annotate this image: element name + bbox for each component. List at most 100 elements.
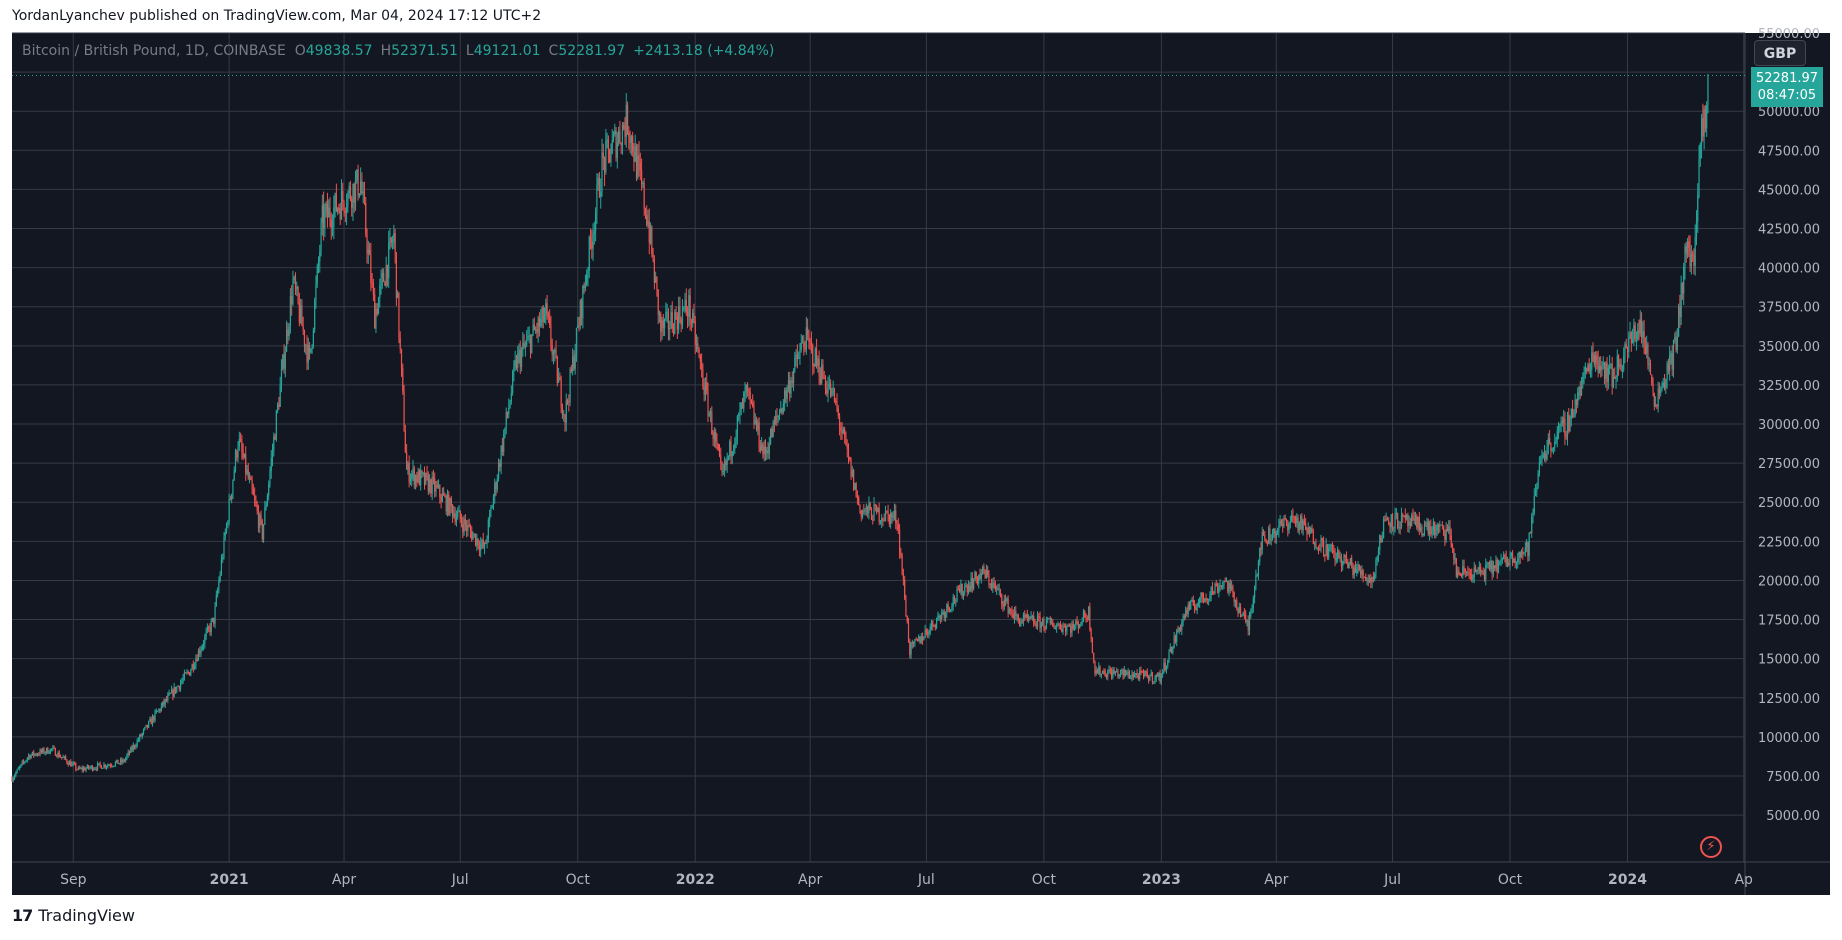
candle-body bbox=[1340, 556, 1343, 567]
candle-body bbox=[1294, 517, 1297, 524]
candle-body bbox=[44, 752, 46, 754]
candle-body bbox=[1150, 672, 1152, 677]
candle-body bbox=[578, 325, 580, 327]
candle-body bbox=[1685, 246, 1687, 254]
candle-body bbox=[406, 452, 408, 470]
candle-body bbox=[380, 277, 382, 286]
candle-body bbox=[1274, 528, 1276, 538]
candle-body bbox=[799, 349, 801, 359]
candle-body bbox=[229, 498, 231, 500]
candle-body bbox=[985, 570, 988, 578]
candle-body bbox=[804, 347, 806, 350]
candle-body bbox=[450, 498, 452, 506]
lightning-icon[interactable]: ⚡ bbox=[1700, 836, 1722, 858]
candle-body bbox=[1195, 607, 1197, 611]
candle-body bbox=[969, 585, 971, 591]
candle-body bbox=[199, 650, 201, 654]
candle-body bbox=[73, 763, 76, 765]
candle-body bbox=[683, 308, 685, 310]
candle-body bbox=[227, 522, 229, 524]
candle-body bbox=[169, 693, 171, 695]
candle-body bbox=[1315, 543, 1317, 549]
candle-body bbox=[202, 644, 205, 647]
currency-button[interactable]: GBP bbox=[1754, 40, 1806, 66]
candle-body bbox=[1234, 600, 1237, 603]
candle-body bbox=[1395, 513, 1397, 515]
chart-frame[interactable] bbox=[12, 33, 1830, 895]
candle-body bbox=[611, 139, 613, 154]
candle-body bbox=[735, 435, 737, 443]
candle-body bbox=[610, 153, 612, 163]
candle-body bbox=[466, 525, 468, 531]
candle-body bbox=[1237, 607, 1239, 614]
candle-body bbox=[1391, 514, 1394, 529]
candle-body bbox=[753, 406, 755, 424]
candle-body bbox=[842, 429, 844, 434]
candle-body bbox=[1389, 523, 1391, 528]
candle-body bbox=[1265, 538, 1267, 543]
candle-body bbox=[1571, 408, 1574, 418]
candle-body bbox=[1142, 672, 1145, 676]
candle-body bbox=[934, 625, 936, 628]
candle-body bbox=[1320, 538, 1322, 550]
candle-body bbox=[699, 355, 701, 362]
candle-body bbox=[1107, 672, 1109, 677]
candle-body bbox=[1477, 569, 1479, 571]
candle-body bbox=[938, 615, 940, 617]
footer-brand[interactable]: 17 TradingView bbox=[12, 906, 135, 925]
candle-body bbox=[672, 328, 675, 334]
candle-body bbox=[81, 767, 83, 771]
candle-body bbox=[1086, 617, 1088, 619]
candle-body bbox=[303, 330, 306, 346]
candle-body bbox=[167, 695, 169, 701]
candle-body bbox=[605, 141, 607, 173]
candle-body bbox=[1310, 527, 1312, 534]
candle-body bbox=[474, 533, 477, 546]
candle-body bbox=[1197, 602, 1200, 606]
candle-body bbox=[663, 319, 666, 329]
candle-body bbox=[1448, 526, 1450, 532]
candle-body bbox=[140, 734, 142, 737]
candle-body bbox=[953, 596, 956, 602]
y-tick-label: 20000.00 bbox=[1758, 574, 1820, 589]
candle-body bbox=[444, 495, 446, 497]
candle-body bbox=[856, 496, 859, 498]
candle-body bbox=[1006, 598, 1008, 601]
candle-body bbox=[499, 462, 501, 468]
candle-body bbox=[559, 377, 561, 381]
candle-body bbox=[463, 519, 465, 532]
candle-body bbox=[932, 620, 934, 627]
candle-body bbox=[805, 327, 807, 350]
candle-body bbox=[854, 483, 856, 490]
candle-body bbox=[1472, 577, 1474, 580]
candle-body bbox=[457, 512, 459, 518]
candle-body bbox=[357, 169, 359, 197]
candle-body bbox=[135, 746, 137, 748]
candle-body bbox=[624, 128, 626, 137]
candle-body bbox=[566, 400, 569, 402]
candle-body bbox=[1407, 514, 1409, 526]
candle-body bbox=[446, 494, 449, 512]
candle-body bbox=[620, 142, 622, 146]
candle-body bbox=[557, 377, 560, 383]
candle-body bbox=[580, 300, 583, 319]
candle-body bbox=[20, 764, 22, 767]
candle-body bbox=[941, 612, 943, 619]
candle-body bbox=[1231, 586, 1233, 589]
candle-body bbox=[173, 686, 175, 697]
candle-body bbox=[79, 767, 81, 769]
candle-body bbox=[40, 749, 42, 753]
candle-body bbox=[368, 249, 371, 256]
candle-body bbox=[319, 251, 321, 262]
candle-body bbox=[172, 689, 174, 697]
candle-body bbox=[1135, 673, 1137, 675]
candle-body bbox=[231, 494, 233, 500]
candle-body bbox=[592, 233, 594, 249]
candle-body bbox=[1399, 527, 1401, 529]
candle-body bbox=[1488, 563, 1491, 570]
candle-body bbox=[1629, 332, 1631, 338]
candle-body bbox=[1183, 615, 1185, 617]
candle-body bbox=[1439, 524, 1441, 527]
candle-body bbox=[1066, 626, 1068, 632]
